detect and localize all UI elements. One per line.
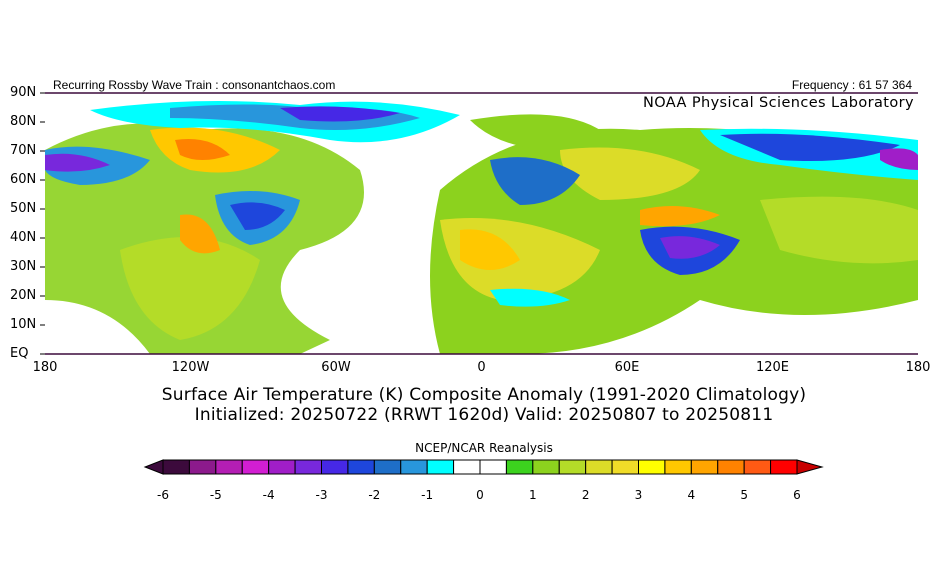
colorbar-box — [426, 459, 455, 475]
lat-label: 80N — [10, 114, 37, 129]
colorbar-tick-label: 6 — [793, 488, 801, 502]
colorbar-box — [479, 459, 507, 475]
lat-label: 20N — [10, 288, 37, 303]
frequency-text: Frequency : 61 57 364 — [791, 78, 912, 92]
colorbar-tick-label: -2 — [368, 488, 381, 502]
colorbar-label: NCEP/NCAR Reanalysis — [415, 441, 553, 455]
colorbar-box — [241, 459, 270, 475]
colorbar-tick-label: 3 — [634, 488, 643, 502]
colorbar-box — [690, 459, 719, 475]
map-title: Surface Air Temperature (K) Composite An… — [161, 385, 807, 405]
colorbar-box — [717, 459, 745, 475]
colorbar-tick-label: 5 — [740, 488, 748, 502]
anomaly-fields — [45, 101, 918, 354]
lab-credit: NOAA Physical Sciences Laboratory — [642, 95, 914, 111]
colorbar-box — [611, 459, 639, 475]
lon-label: 0 — [477, 360, 486, 375]
lat-label: 30N — [10, 259, 37, 274]
lat-label: 50N — [10, 201, 37, 216]
colorbar-box — [268, 459, 296, 475]
colorbar-tick-label: -3 — [315, 488, 328, 502]
lat-label: 10N — [10, 317, 37, 332]
map-subtitle: Initialized: 20250722 (RRWT 1620d) Valid… — [194, 405, 774, 425]
lon-label: 60E — [614, 360, 640, 375]
colorbar-box — [453, 459, 481, 475]
colorbar-box — [373, 459, 402, 475]
lat-label: 90N — [10, 85, 37, 100]
colorbar-tick-label: 4 — [687, 488, 696, 502]
colorbar-tick-label: 2 — [581, 488, 590, 502]
colorbar-box — [188, 459, 217, 475]
colorbar-box — [532, 459, 560, 475]
axis-ticks — [40, 92, 45, 355]
colorbar-box — [321, 459, 349, 475]
lat-label: 60N — [10, 172, 37, 187]
lat-label: 40N — [10, 230, 37, 245]
colorbar-box — [638, 459, 666, 475]
colorbar-box — [347, 459, 375, 475]
lon-label: 60W — [321, 360, 351, 375]
colorbar-tick-label: -6 — [157, 488, 169, 502]
colorbar-tick-label: -4 — [262, 488, 275, 502]
colorbar — [143, 459, 824, 475]
colorbar-tick-label: -1 — [421, 488, 434, 502]
colorbar-low-arrow — [143, 459, 164, 475]
colorbar-box — [585, 459, 613, 475]
colorbar-box — [558, 459, 587, 475]
colorbar-tick-label: 1 — [529, 488, 537, 502]
colorbar-high-arrow — [796, 459, 824, 475]
source-text: Recurring Rossby Wave Train : consonantc… — [53, 78, 336, 92]
colorbar-box — [162, 459, 190, 475]
lon-label: 180 — [32, 360, 58, 375]
colorbar-box — [664, 459, 692, 475]
colorbar-box — [770, 459, 798, 475]
lon-label: 180 — [905, 360, 930, 375]
colorbar-box — [400, 459, 428, 475]
lon-label: 120W — [171, 360, 210, 375]
colorbar-box — [294, 459, 323, 475]
colorbar-tick-label: 0 — [476, 488, 484, 502]
colorbar-box — [743, 459, 772, 475]
lat-label: 70N — [10, 143, 37, 158]
lon-label: 120E — [755, 360, 790, 375]
colorbar-tick-label: -5 — [209, 488, 222, 502]
colorbar-box — [505, 459, 534, 475]
colorbar-box — [215, 459, 243, 475]
lat-label: EQ — [10, 346, 29, 361]
